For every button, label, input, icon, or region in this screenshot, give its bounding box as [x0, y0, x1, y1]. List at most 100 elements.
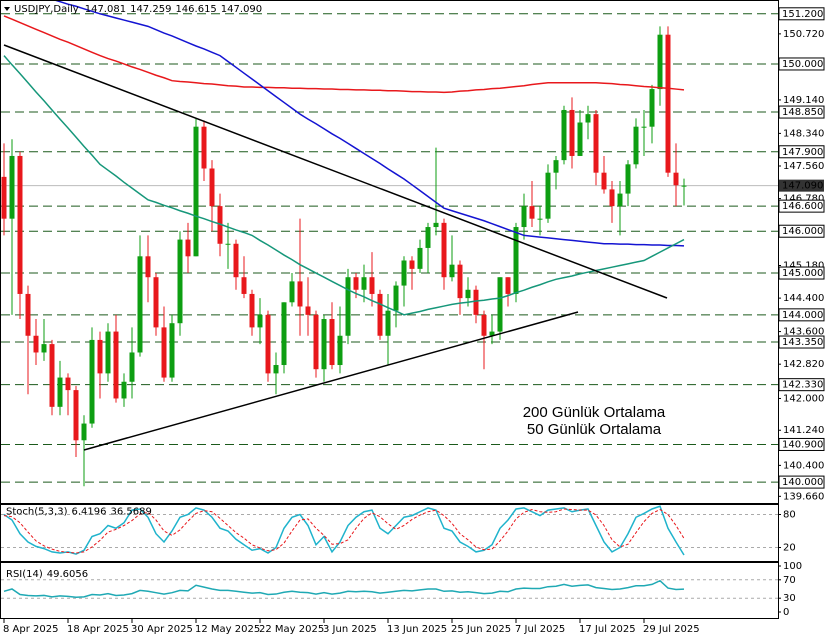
ohlc-label: 147.259 [130, 4, 171, 15]
candle-body [137, 256, 143, 353]
candle-body [177, 239, 183, 324]
candle-body [625, 164, 631, 194]
rsi-layer [1, 579, 778, 599]
candle-body [233, 243, 239, 278]
x-tick-label: 17 Jul 2025 [579, 624, 636, 635]
y-tick-label: 145.180 [783, 261, 824, 272]
candle-body [249, 293, 255, 328]
candle-body [129, 352, 135, 382]
trendline [3, 44, 668, 299]
candle-body [17, 155, 23, 294]
level-label: 150.000 [782, 59, 823, 70]
candle-body [65, 377, 71, 391]
candle-body [305, 306, 311, 315]
x-tick-label: 12 May 2025 [195, 624, 260, 635]
y-tick-label: 140.400 [783, 460, 824, 471]
indicator-line [3, 508, 685, 554]
candle-body [41, 344, 47, 353]
x-tick-label: 18 Apr 2025 [67, 624, 129, 635]
x-tick-label: 29 Jul 2025 [643, 624, 700, 635]
y-tick-label: 80 [783, 510, 796, 521]
candle-body [641, 126, 647, 128]
ohlc-label: 147.090 [221, 4, 262, 15]
symbol: USDJPY,Daily [14, 4, 79, 15]
y-tick-label: 144.400 [783, 293, 824, 304]
level-box [778, 199, 825, 213]
trendlines [3, 44, 668, 451]
candle-body [401, 260, 407, 286]
candle-body [553, 160, 559, 173]
candle-body [529, 206, 535, 219]
ohlc-label: 147.081 [85, 4, 126, 15]
candle-body [185, 239, 191, 257]
legend-entry: 200 Günlük Ortalama [523, 404, 666, 421]
candle-body [153, 277, 159, 328]
y-tick-label: 30 [783, 593, 796, 604]
candle-body [225, 243, 231, 245]
candle-body [9, 155, 15, 219]
candle-body [369, 277, 375, 294]
candle-body [545, 172, 551, 219]
candle-body [105, 331, 111, 374]
candle-body [289, 281, 295, 303]
candle-body [361, 277, 367, 290]
candle-body [481, 314, 487, 336]
candle-body [385, 310, 391, 336]
candle-body [425, 227, 431, 248]
candle-body [577, 122, 583, 156]
main-frame [0, 0, 779, 504]
level-label: 142.330 [782, 380, 823, 391]
candle-body [273, 365, 279, 374]
y-tick-label: 150.720 [783, 29, 824, 40]
x-tick-label: 13 Jun 2025 [387, 624, 447, 635]
price-label: 147.090 [782, 181, 823, 192]
candle-body [457, 264, 463, 299]
panel-value: 36.5689 [110, 507, 151, 518]
y-tick-label: 148.340 [783, 128, 824, 139]
y-tick-label: 142.820 [783, 359, 824, 370]
chart-title: USDJPY,Daily 147.081 147.259 146.615 147.090 [14, 4, 262, 15]
candle-body [113, 331, 119, 399]
level-label: 146.600 [782, 201, 823, 212]
panel-name: RSI(14) [6, 569, 43, 580]
candle-body [513, 227, 519, 294]
candle-body [665, 34, 671, 173]
level-box [778, 475, 825, 489]
x-tick-label: 7 Jul 2025 [515, 624, 565, 635]
candle-body [601, 172, 607, 190]
level-label: 148.850 [782, 107, 823, 118]
panel-name: Stoch(5,3,3) [6, 507, 68, 518]
x-tick-label: 30 Apr 2025 [131, 624, 193, 635]
candle-body [281, 302, 287, 366]
candle-body [337, 335, 343, 366]
candle-body [321, 319, 327, 370]
candle-body [449, 264, 455, 278]
candle-body [505, 277, 511, 294]
y-tick-label: 141.240 [783, 425, 824, 436]
candle-body [89, 339, 95, 424]
y-tick-label: 147.560 [783, 161, 824, 172]
level-box [778, 266, 825, 280]
menu-arrow [4, 7, 10, 11]
candle-body [433, 222, 439, 228]
panel-title: Stoch(5,3,3) 6.4196 36.5689 [6, 507, 152, 518]
candle-body [561, 109, 567, 161]
y-tick-label: 143.600 [783, 327, 824, 338]
stoch-layer [1, 505, 778, 556]
text-layer: USDJPY,Daily 147.081 147.259 146.615 147.090… [3, 4, 825, 635]
y-tick-label: 142.000 [783, 393, 824, 404]
candle-body [329, 319, 335, 366]
candle-body [521, 206, 527, 228]
candle-body [81, 423, 87, 441]
panel-title: RSI(14) 49.6056 [6, 569, 88, 580]
y-tick-label: 70 [783, 575, 796, 586]
level-label: 147.900 [782, 147, 823, 158]
candle-body [241, 277, 247, 294]
x-tick-label: 8 Apr 2025 [3, 624, 58, 635]
candle-body [49, 344, 55, 407]
candle-body [537, 218, 543, 220]
level-box [778, 335, 825, 349]
candle-body [673, 172, 679, 186]
candle-body [73, 390, 79, 441]
candle-body [313, 314, 319, 370]
